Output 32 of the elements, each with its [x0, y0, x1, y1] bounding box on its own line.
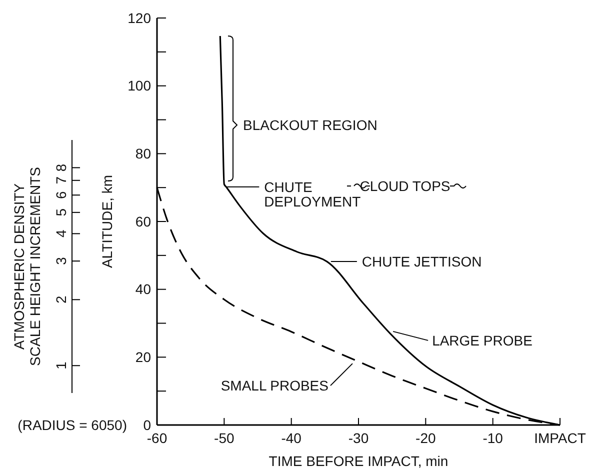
y-tick-label: 60 [135, 213, 152, 230]
y2-tick-label: 5 [53, 208, 69, 216]
x-tick-label: -50 [214, 430, 234, 446]
y-axis-title: ALTITUDE, km [99, 174, 115, 268]
y-tick-label: 20 [135, 349, 152, 366]
annotation: BLACKOUT REGION [243, 116, 378, 133]
y2-axis-title: ATMOSPHERIC DENSITY SCALE HEIGHT INCREMENTS [11, 167, 43, 366]
y2-tick-label: 7 [53, 176, 69, 184]
y2-tick-label: 2 [53, 296, 69, 304]
y-tick-label: 0 [143, 416, 152, 433]
text: (RADIUS = 6050) [18, 416, 127, 433]
annotation: SMALL PROBES [220, 377, 328, 394]
y2-tick-label: 6 [53, 190, 69, 199]
y-tick-label: 80 [135, 146, 152, 162]
annotation: CHUTE DEPLOYMENT [264, 178, 362, 210]
x-tick-label: -40 [281, 430, 302, 446]
y-tick-label: 40 [135, 281, 152, 298]
annotation: LARGE PROBE [432, 332, 532, 348]
y-tick-label: 100 [128, 78, 152, 94]
x-tick-label: -60 [146, 430, 168, 446]
x-tick-label: IMPACT [534, 430, 586, 446]
x-tick-label: -30 [348, 430, 369, 446]
y-tick-label: 120 [128, 10, 152, 26]
y2-tick-label: 3 [53, 256, 69, 265]
y2-tick-label: 1 [53, 362, 69, 370]
y2-tick-label: 8 [53, 164, 69, 172]
annotation: CLOUD TOPS [360, 178, 450, 194]
annotation: CHUTE JETTISON [362, 253, 482, 270]
x-axis-title: TIME BEFORE IMPACT, min [268, 453, 448, 469]
x-tick-label: -20 [416, 430, 436, 446]
x-tick-label: -10 [482, 430, 504, 446]
y2-tick-label: 4 [53, 230, 69, 238]
